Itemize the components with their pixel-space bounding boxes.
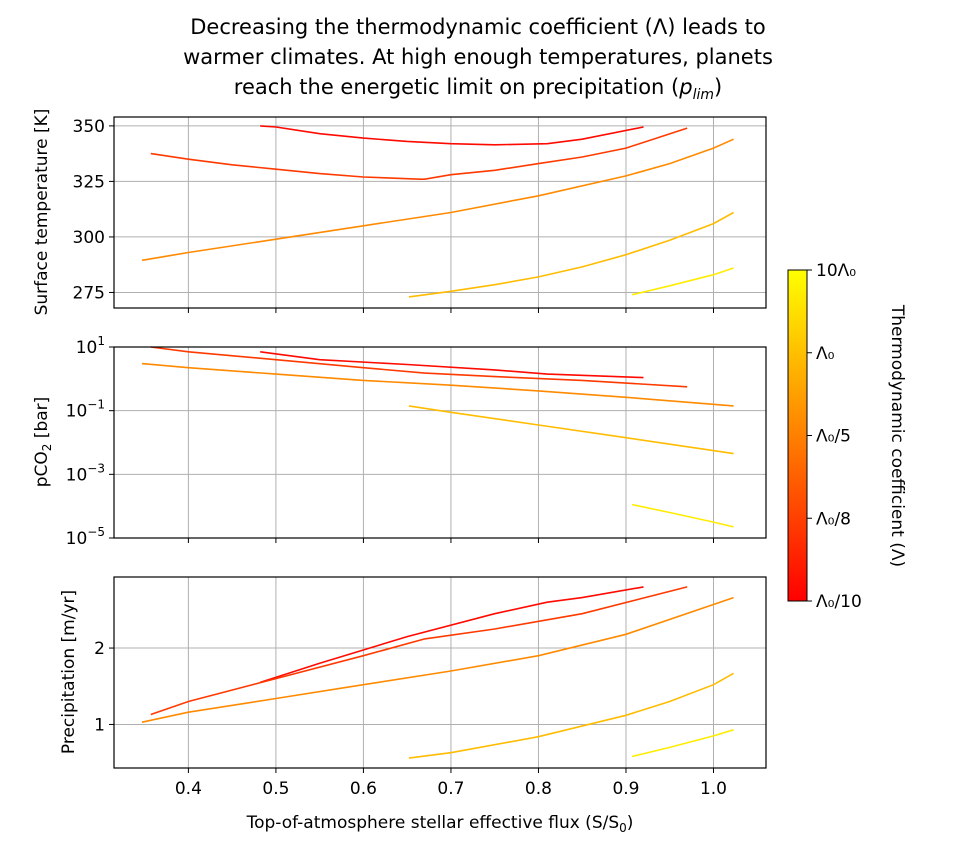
x-tick-label: 0.8 [525, 779, 552, 799]
y-tick-label: 300 [73, 228, 105, 248]
pco2-series [141, 346, 734, 528]
pco2-ylabel-unit: [bar] [32, 397, 52, 444]
series-line-pco2 [141, 362, 734, 407]
precipitation-y-ticks: 12 [94, 639, 114, 735]
colorbar-label: Thermodynamic coefficient (Λ) [887, 304, 907, 567]
title-plim: p [678, 75, 692, 99]
y-tick-label: 2 [94, 639, 105, 659]
pco2-ylabel-main: pCO [32, 451, 52, 487]
series-line-precipitation [141, 596, 734, 723]
temperature-x-ticks [187, 308, 714, 313]
y-tick-exp: −3 [87, 461, 105, 475]
colorbar-tick-label: Λ₀/10 [816, 592, 862, 612]
pco2-grid [114, 346, 766, 539]
y-tick-exp: −5 [87, 525, 105, 539]
series-line-precipitation [150, 586, 688, 716]
temperature-grid [114, 117, 766, 308]
title-close: ) [714, 75, 722, 99]
y-tick-label: 10−1 [66, 398, 105, 422]
pco2-ylabel: pCO2 [bar] [32, 397, 54, 488]
y-tick-exp: −1 [87, 398, 105, 412]
y-tick-base: 10 [66, 529, 88, 549]
series-line-temperature [408, 211, 734, 298]
precipitation-series [141, 586, 734, 759]
series-line-temperature [141, 138, 734, 262]
title-line-3: reach the energetic limit on precipitati… [234, 75, 722, 103]
temperature-axes-frame [113, 116, 767, 309]
temperature-series [141, 125, 734, 298]
series-line-pco2 [631, 503, 734, 528]
x-tick-label: 0.5 [262, 779, 289, 799]
temperature-ylabel: Surface temperature [K] [32, 109, 52, 316]
series-line-temperature [260, 125, 644, 146]
pco2-axes-frame [113, 346, 767, 539]
y-tick-label: 10−3 [66, 461, 105, 485]
precipitation-x-ticks: 0.4 0.5 0.6 0.7 0.8 0.9 1.0 [175, 768, 727, 799]
y-tick-base: 10 [66, 465, 88, 485]
x-axis-label-close: ) [627, 813, 634, 833]
title-plim-sub: lim [693, 87, 714, 103]
y-tick-exp: 1 [97, 334, 105, 348]
colorbar: Λ₀/10 Λ₀/8 Λ₀/5 Λ₀ 10Λ₀ Thermodynamic coeffi… [787, 261, 907, 612]
y-tick-label: 1 [94, 715, 105, 735]
x-axis-label: Top-of-atmosphere stellar effective flux… [246, 813, 634, 835]
series-line-pco2 [408, 405, 734, 455]
y-tick-label: 350 [73, 117, 105, 137]
colorbar-tick-label: Λ₀ [816, 344, 835, 364]
y-tick-label: 325 [73, 172, 105, 192]
colorbar-ticks: Λ₀/10 Λ₀/8 Λ₀/5 Λ₀ 10Λ₀ [807, 261, 862, 612]
pco2-x-ticks [187, 538, 714, 543]
y-tick-label: 101 [76, 334, 105, 358]
series-line-temperature [631, 267, 734, 296]
title-line-1: Decreasing the thermodynamic coefficient… [190, 15, 766, 39]
x-tick-label: 0.6 [350, 779, 377, 799]
precipitation-grid [114, 577, 766, 768]
series-line-pco2 [260, 351, 644, 379]
series-line-precipitation [408, 672, 734, 759]
temperature-panel: 275 300 325 350 Surface temperature [K] [32, 109, 767, 316]
pco2-ylabel-sub: 2 [40, 444, 54, 452]
precipitation-panel: 12 0.4 0.5 0.6 0.7 0.8 0.9 1.0 Precipitation [… [59, 576, 767, 799]
series-line-pco2 [150, 346, 688, 388]
colorbar-gradient [787, 269, 808, 602]
x-tick-label: 0.7 [437, 779, 464, 799]
x-tick-label: 1.0 [700, 779, 727, 799]
precipitation-axes-frame [113, 576, 767, 769]
colorbar-tick-label: Λ₀/8 [816, 509, 851, 529]
x-tick-label: 0.4 [175, 779, 202, 799]
y-tick-label: 275 [73, 283, 105, 303]
y-tick-label: 10−5 [66, 525, 105, 549]
series-line-temperature [150, 127, 688, 180]
x-axis-label-sub: 0 [619, 821, 627, 835]
y-tick-base: 10 [66, 402, 88, 422]
title-line-2: warmer climates. At high enough temperat… [183, 45, 773, 69]
series-line-precipitation [259, 586, 644, 684]
chart-title: Decreasing the thermodynamic coefficient… [183, 15, 773, 103]
series-line-precipitation [631, 729, 734, 758]
y-tick-base: 10 [76, 338, 98, 358]
title-line-3-main: reach the energetic limit on precipitati… [234, 75, 679, 99]
precipitation-ylabel: Precipitation [m/yr] [59, 590, 79, 754]
colorbar-tick-label: Λ₀/5 [816, 427, 851, 447]
colorbar-tick-label: 10Λ₀ [816, 261, 856, 281]
x-axis-label-main: Top-of-atmosphere stellar effective flux… [246, 813, 620, 833]
temperature-y-ticks: 275 300 325 350 [73, 117, 114, 303]
x-tick-label: 0.9 [612, 779, 639, 799]
